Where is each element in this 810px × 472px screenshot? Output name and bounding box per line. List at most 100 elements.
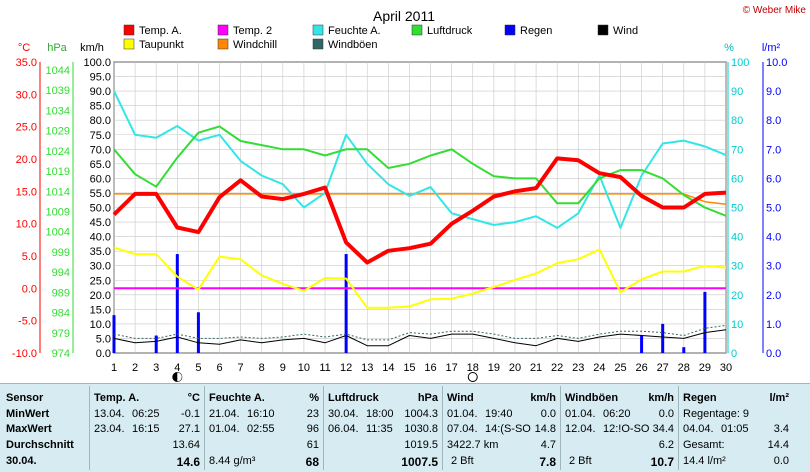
x-tick-label: 19 [488,362,500,374]
stats-value: 13.64 [172,439,200,451]
speed-tick-label: 65.0 [90,159,111,171]
stats-rain-days: Regentage: 9 [683,408,750,420]
speed-tick-label: 100.0 [83,57,111,69]
legend-label: Windchill [233,39,277,51]
pressure-tick-label: 984 [52,308,70,320]
x-tick-label: 30 [720,362,732,374]
temp-tick-label: -5.0 [18,316,37,328]
humidity-tick-label: 20 [731,290,743,302]
moon-phase-half [177,372,182,382]
rain-bar [175,254,179,353]
stats-value: 61 [306,439,319,451]
speed-tick-label: 10.0 [90,319,111,331]
speed-tick-label: 60.0 [90,173,111,185]
chart-legend: Temp. A. Temp. 2 Feuchte A. Luftdruck Regen W… [123,24,638,51]
stats-total-rain: 14.4 l/m² [683,455,726,467]
speed-tick-label: 45.0 [90,217,111,229]
rain-axis-unit: l/m² [762,42,781,54]
rain-tick-label: 5.0 [766,203,781,215]
stats-value: 10.7 [650,455,674,469]
legend-swatch [411,24,423,36]
stats-date: 12.04. [565,423,596,435]
rain-tick-label: 4.0 [766,232,781,244]
stats-time: 12:!O-SO [603,423,650,435]
stats-value: 23 [306,408,319,420]
pressure-tick-label: 1044 [46,65,70,77]
legend-label: Feuchte A. [328,25,381,37]
stats-value: 1007.5 [401,455,438,469]
stats-value: 1019.5 [404,439,438,451]
stats-row-label: Durchschnitt [6,439,74,451]
stats-header-sensor: Sensor [6,392,44,404]
x-tick-label: 3 [153,362,159,374]
stats-time: 19:40 [485,408,513,420]
stats-abs-humidity: 8.44 g/m³ [209,455,256,467]
legend-label: Regen [520,25,552,37]
stats-date: 13.04. [94,408,125,420]
x-tick-label: 29 [699,362,711,374]
chart-plot-area [112,90,727,353]
x-tick-label: 21 [530,362,542,374]
statistics-panel: Sensor MinWert MaxWert Durchschnitt 30.0… [0,383,810,472]
pressure-tick-label: 1034 [46,105,70,117]
stats-value: 4.7 [540,439,556,451]
stats-date: 23.04. [94,423,125,435]
legend-label: Temp. A. [139,25,182,37]
x-tick-label: 4 [174,362,180,374]
x-tick-label: 2 [132,362,138,374]
speed-tick-label: 70.0 [90,144,111,156]
legend-swatch [123,38,135,50]
humidity-tick-label: 60 [731,173,743,185]
rain-tick-label: 10.0 [766,57,787,69]
stats-date: 21.04. [209,408,240,420]
stats-rain-column: Regen l/m² Regentage: 9 04.04. 01:05 3.4… [679,384,793,472]
rain-tick-label: 7.0 [766,144,781,156]
temp-tick-label: 30.0 [16,89,37,101]
stats-value: 68 [305,455,319,469]
humidity-tick-label: 100 [731,57,749,69]
series-line-taupunkt [113,246,727,309]
legend-label: Luftdruck [427,25,473,37]
stats-humidity-column: Feuchte A. % 21.04. 16:10 23 01.04. 02:5… [205,384,323,472]
stats-value: 7.8 [539,455,556,469]
rain-bar [154,335,158,353]
temp-tick-label: -10.0 [12,348,37,360]
stats-temp-column: Temp. A. °C 13.04. 06:25 -0.1 23.04. 16:… [90,384,204,472]
temp-axis-unit: °C [18,42,30,54]
stats-value: 27.1 [178,423,200,435]
stats-time: 16:10 [247,408,275,420]
rain-tick-label: 1.0 [766,319,781,331]
humidity-tick-label: 40 [731,232,743,244]
stats-header: Wind [447,392,474,404]
stats-gusts-column: Windböen km/h 01.04. 06:20 0.0 12.04. 12… [561,384,678,472]
temp-tick-label: 25.0 [16,122,37,134]
stats-unit: km/h [530,392,556,404]
series-line-wind [113,329,727,347]
stats-unit: °C [187,392,200,404]
pressure-tick-label: 1004 [46,227,70,239]
temp-tick-label: 0.0 [22,283,37,295]
pressure-tick-label: 994 [52,267,70,279]
stats-header: Regen [683,392,717,404]
humidity-tick-label: 50 [731,203,743,215]
x-tick-label: 22 [551,362,563,374]
stats-time: 06:20 [603,408,631,420]
weather-chart: April 2011 © Weber Mike °C hPa km/h % l/… [12,5,806,382]
pressure-tick-label: 974 [52,348,70,360]
pressure-tick-label: 989 [52,287,70,299]
x-tick-label: 11 [319,362,330,374]
stats-time: 16:15 [132,423,160,435]
stats-header: Windböen [565,392,619,404]
pressure-tick-label: 1029 [46,126,70,138]
speed-axis-unit: km/h [80,42,104,54]
pressure-tick-label: 1009 [46,207,70,219]
speed-tick-label: 55.0 [90,188,111,200]
stats-total-label: Gesamt: [683,439,725,451]
rain-tick-label: 3.0 [766,261,781,273]
series-line-feuchte-a- [113,90,727,229]
stats-date: 01.04. [565,408,596,420]
humidity-tick-label: 30 [731,261,743,273]
stats-distance: 3422.7 km [447,439,499,451]
stats-value: 34.4 [652,423,674,435]
speed-tick-label: 20.0 [90,290,111,302]
